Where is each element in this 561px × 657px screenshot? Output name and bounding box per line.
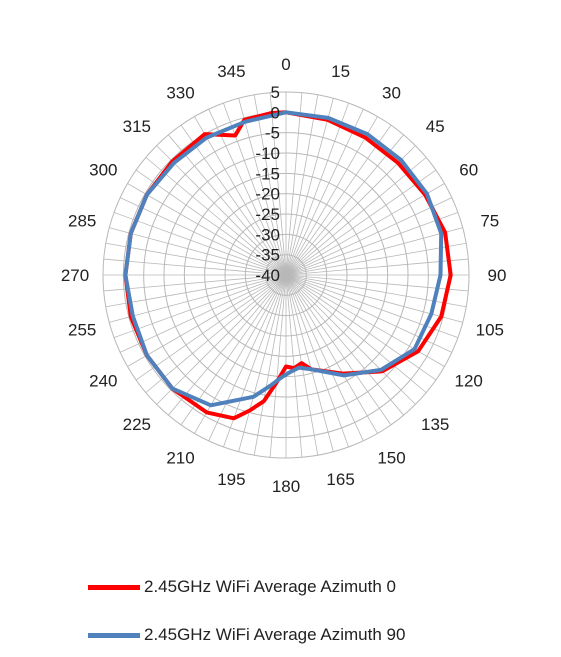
grid-spoke bbox=[286, 93, 302, 275]
angle-tick-label: 255 bbox=[68, 321, 96, 340]
legend-label-series-0: 2.45GHz WiFi Average Azimuth 0 bbox=[144, 577, 396, 597]
radial-tick-label: -20 bbox=[255, 185, 280, 204]
grid-spoke bbox=[286, 198, 452, 275]
angle-tick-label: 90 bbox=[488, 266, 507, 285]
angle-tick-label: 270 bbox=[61, 266, 89, 285]
radial-tick-label: 0 bbox=[271, 103, 280, 122]
radial-tick-label: 5 bbox=[271, 83, 280, 102]
angle-tick-label: 165 bbox=[326, 470, 354, 489]
angle-tick-label: 285 bbox=[68, 211, 96, 230]
grid-spoke bbox=[286, 228, 463, 275]
grid bbox=[103, 92, 469, 458]
radial-tick-label: -10 bbox=[255, 144, 280, 163]
grid-spoke bbox=[120, 275, 286, 352]
polar-plot-area: 0 15 30 45 60 75 90 105 120 135 150 165 180 195 210 225… bbox=[0, 0, 561, 560]
angle-tick-label: 45 bbox=[426, 117, 445, 136]
angle-tick-label: 195 bbox=[217, 470, 245, 489]
grid-spoke bbox=[286, 275, 333, 452]
angle-tick-label: 60 bbox=[459, 161, 478, 180]
angle-tick-label: 300 bbox=[89, 161, 117, 180]
angle-tick-label: 180 bbox=[272, 477, 300, 496]
radial-tick-label: -35 bbox=[255, 246, 280, 265]
angle-tick-label: 120 bbox=[455, 372, 483, 391]
angle-tick-label: 75 bbox=[480, 211, 499, 230]
angle-tick-label: 225 bbox=[123, 415, 151, 434]
radial-tick-label: -30 bbox=[255, 225, 280, 244]
radial-tick-label: -15 bbox=[255, 164, 280, 183]
grid-spoke bbox=[270, 275, 286, 457]
radial-tick-label: -40 bbox=[255, 266, 280, 285]
legend-label-series-1: 2.45GHz WiFi Average Azimuth 90 bbox=[144, 625, 405, 645]
grid-spoke bbox=[286, 275, 363, 441]
angle-tick-label: 15 bbox=[331, 62, 350, 81]
grid-spoke bbox=[286, 109, 363, 275]
radial-tick-label: -25 bbox=[255, 205, 280, 224]
angle-tick-label: 315 bbox=[123, 117, 151, 136]
grid-spoke bbox=[286, 98, 333, 275]
angle-tick-label: 135 bbox=[421, 415, 449, 434]
angle-tick-label: 345 bbox=[217, 62, 245, 81]
angle-tick-label: 150 bbox=[377, 449, 405, 468]
legend-item-series-0: 2.45GHz WiFi Average Azimuth 0 bbox=[88, 575, 396, 599]
angle-tick-label: 210 bbox=[166, 449, 194, 468]
legend-item-series-1: 2.45GHz WiFi Average Azimuth 90 bbox=[88, 623, 405, 647]
legend-swatch-series-1 bbox=[88, 633, 140, 638]
angle-tick-label: 105 bbox=[476, 321, 504, 340]
angle-tick-label: 330 bbox=[166, 83, 194, 102]
angle-tick-label: 30 bbox=[382, 83, 401, 102]
grid-spoke bbox=[239, 275, 286, 452]
radial-tick-label: -5 bbox=[265, 124, 280, 143]
angle-tick-label: 0 bbox=[281, 55, 290, 74]
angle-tick-label: 240 bbox=[89, 372, 117, 391]
legend-swatch-series-0 bbox=[88, 585, 140, 590]
